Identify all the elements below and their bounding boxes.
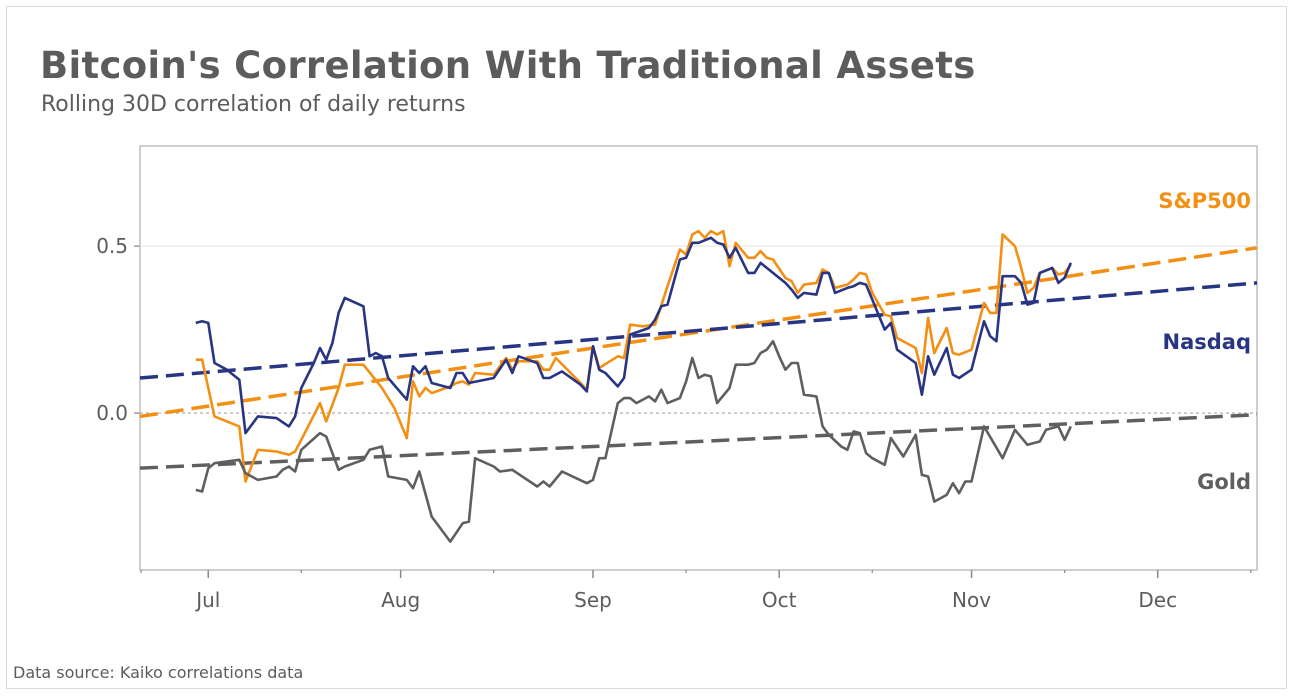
nasdaq-trend-line <box>139 281 1258 380</box>
x-tick-label: Dec <box>1138 588 1177 612</box>
chart-title: Bitcoin's Correlation With Traditional A… <box>40 44 976 87</box>
nasdaq-series-line <box>195 236 1073 435</box>
x-tick-label: Sep <box>574 588 612 612</box>
gold-trend-line <box>139 413 1258 470</box>
gold-series-line <box>195 340 1072 543</box>
sp500-series-label: S&P500 <box>1158 189 1251 213</box>
y-tick-label: 0.0 <box>96 401 128 425</box>
plot-area <box>139 145 1258 571</box>
x-tick-label: Aug <box>381 588 420 612</box>
x-tick-label: Nov <box>952 588 991 612</box>
gold-series-label: Gold <box>1197 470 1251 494</box>
nasdaq-series-label: Nasdaq <box>1163 330 1251 354</box>
chart-subtitle: Rolling 30D correlation of daily returns <box>41 92 466 117</box>
chart-frame <box>6 6 1287 689</box>
y-tick-label: 0.5 <box>96 234 128 258</box>
x-tick-label: Oct <box>762 588 797 612</box>
sp500-series-line <box>195 229 1072 483</box>
data-source-note: Data source: Kaiko correlations data <box>13 663 304 682</box>
x-tick-label: Jul <box>194 588 220 612</box>
sp500-trend-line <box>139 246 1258 419</box>
